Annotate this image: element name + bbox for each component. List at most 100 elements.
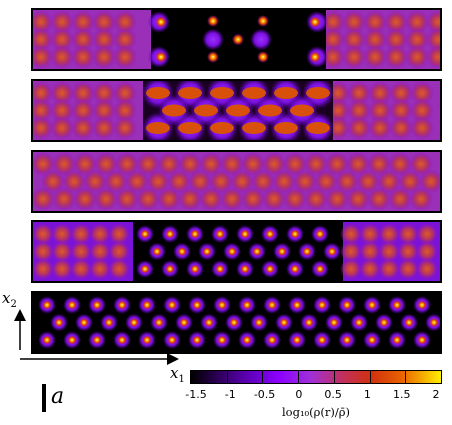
density-peak [92,116,116,140]
density-peak [254,317,264,328]
density-peak [329,317,339,328]
colorbar-tick [333,371,335,383]
density-peak [207,51,219,63]
density-peak [389,98,413,123]
density-peak [410,98,434,123]
density-peak [359,240,381,263]
density-peak [179,317,189,328]
density-peak [257,51,269,63]
density-peak [217,335,227,345]
density-peak [50,81,74,105]
density-peak [242,300,252,310]
density-peak [242,335,252,345]
density-peak [304,187,328,211]
density-peak [113,81,137,105]
scale-bar-label: a [51,384,65,409]
density-peak [217,300,227,310]
density-peak [220,152,244,176]
density-peak [104,317,114,328]
density-peak [83,169,107,194]
density-peak [321,10,345,34]
density-peak [363,45,387,69]
density-peak [178,187,202,211]
density-peak [317,335,327,345]
colorbar-tick-label: 1.5 [392,388,411,401]
density-peak [92,300,102,310]
density-peak [426,45,440,69]
density-peak [368,81,392,105]
density-peak [397,258,419,280]
density-peak [125,169,149,194]
density-peak [209,169,233,194]
density-peak [51,258,73,280]
density-peak [89,223,111,245]
density-peak [154,317,164,328]
density-peak [304,152,328,176]
density-peak [346,152,370,176]
density-peak [241,152,265,176]
density-peak [192,300,202,310]
density-peak [325,152,349,176]
density-peak [50,116,74,140]
density-peak [115,187,139,211]
density-peak [368,116,392,140]
density-peak [33,45,53,69]
density-peak [267,335,277,345]
density-peak [108,240,130,263]
density-peak [262,152,286,176]
density-peak [155,51,167,63]
colorbar-tick-label: -1 [224,388,236,401]
density-peak [367,300,377,310]
density-peak [67,335,77,345]
density-peak [252,246,262,257]
density-peak [92,27,116,52]
density-peak [202,246,212,257]
density-peak [283,187,307,211]
density-peak [342,300,352,310]
density-peak [140,229,150,239]
density-peak [416,240,438,263]
colorbar-title: log₁₀(ρ(r)/ρ̄) [281,405,351,419]
density-peak [272,169,296,194]
density-peak [389,81,413,105]
density-peak [410,116,434,140]
colorbar-tick-label: -0.5 [253,388,276,401]
density-peak [108,223,130,245]
density-peak [384,10,408,34]
density-peak [54,317,64,328]
density-panel-3 [31,150,442,213]
density-peak [279,317,289,328]
density-peak [140,264,150,274]
density-peak [292,300,302,310]
density-peak [378,223,400,245]
density-peak [405,10,429,34]
density-peak [33,258,54,280]
density-peak [73,152,97,176]
density-peak [409,152,433,176]
density-peak [52,152,76,176]
density-peak [199,152,223,176]
density-peak [94,152,118,176]
density-peak [129,317,139,328]
density-peak [113,116,137,140]
x1-axis-label: x1 [170,364,185,385]
density-peak [232,33,244,46]
colorbar-tick [369,371,371,383]
density-peak [167,169,191,194]
colorbar-tick-label: 1 [363,388,371,401]
colorbar-tick [262,371,264,383]
density-peak [302,246,312,257]
density-panel-5 [31,291,442,354]
density-peak [113,10,137,34]
density-peak [113,45,137,69]
density-peak [417,300,427,310]
density-peak [157,187,181,211]
density-peak [241,187,265,211]
density-panel-2 [31,79,442,142]
density-peak [71,10,95,34]
density-peak [167,300,177,310]
colorbar-tick [226,371,228,383]
density-peak [342,10,366,34]
density-peak [404,317,414,328]
density-peak [202,28,224,51]
